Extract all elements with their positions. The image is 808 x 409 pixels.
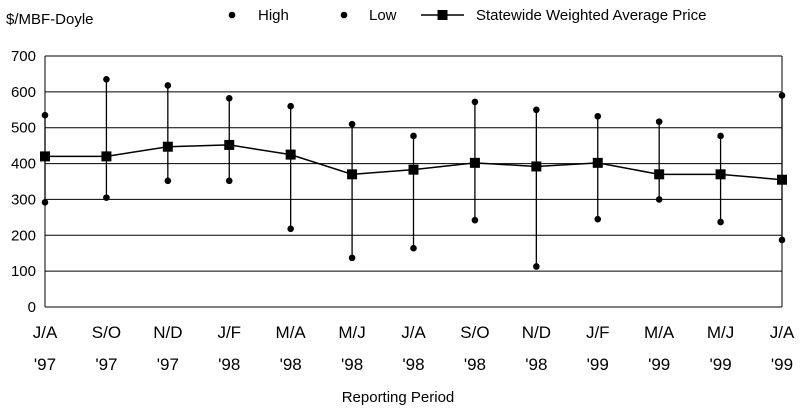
high-point-10	[655, 118, 663, 125]
legend-low-label: Low	[369, 7, 397, 24]
x-tick-label-2-period: N/D	[153, 323, 182, 342]
average-point-5	[347, 169, 358, 180]
high-point-11	[717, 132, 724, 140]
x-tick-label-7-period: S/O	[460, 323, 489, 342]
average-point-2	[162, 141, 173, 152]
low-point-10	[655, 196, 663, 203]
high-point-7	[471, 98, 479, 106]
high-point-4	[287, 102, 294, 110]
x-tick-label-10-period: M/A	[644, 323, 675, 342]
legend: High Low Statewide Weighted Average Price	[228, 7, 706, 24]
x-tick-label-11-period: M/J	[707, 323, 734, 342]
y-tick-500: 500	[11, 120, 36, 137]
average-series	[40, 139, 787, 185]
y-tick-400: 400	[11, 156, 36, 173]
x-tick-label-5-year: '98	[341, 355, 363, 374]
x-tick-label-8-year: '98	[525, 355, 547, 374]
legend-low-marker	[340, 11, 348, 19]
x-tick-label-11-year: '99	[710, 355, 732, 374]
x-tick-label-6-year: '98	[402, 355, 424, 374]
high-point-1	[103, 76, 110, 83]
x-tick-labels: J/A '97 S/O '97 N/D '97 J/F '98 M/A '98 M/J '98 J/A '…	[33, 323, 795, 374]
legend-average-marker	[437, 10, 448, 20]
y-tick-600: 600	[11, 84, 36, 101]
x-tick-label-12-year: '99	[771, 355, 793, 374]
y-tick-700: 700	[11, 48, 36, 65]
low-point-2	[164, 177, 172, 185]
average-point-1	[101, 151, 112, 162]
x-tick-label-3-period: J/F	[217, 323, 241, 342]
high-point-3	[225, 95, 233, 102]
low-point-0	[41, 198, 49, 206]
x-tick-label-4-year: '98	[280, 355, 302, 374]
x-tick-label-0-year: '97	[34, 355, 56, 374]
x-tick-label-3-year: '98	[218, 355, 240, 374]
average-point-10	[654, 169, 665, 180]
high-point-0	[41, 111, 49, 119]
high-point-9	[594, 112, 602, 120]
high-point-2	[164, 82, 172, 89]
average-point-7	[469, 157, 480, 168]
low-point-8	[533, 263, 540, 270]
average-point-6	[408, 164, 419, 175]
average-point-4	[285, 149, 296, 160]
high-point-5	[348, 120, 356, 128]
low-point-5	[348, 254, 356, 262]
legend-high-label: High	[258, 7, 289, 24]
low-point-11	[717, 218, 724, 226]
x-tick-label-8-period: N/D	[522, 323, 551, 342]
y-tick-0: 0	[28, 299, 36, 316]
average-point-12	[777, 174, 787, 185]
y-tick-100: 100	[11, 263, 36, 280]
low-point-12	[778, 236, 786, 244]
legend-average-label: Statewide Weighted Average Price	[476, 7, 706, 24]
y-tick-labels: 0 100 200 300 400 500 600 700	[11, 48, 36, 316]
x-tick-label-9-period: J/F	[586, 323, 610, 342]
y-axis-label: $/MBF-Doyle	[6, 11, 94, 28]
average-point-3	[224, 139, 235, 150]
x-tick-label-6-period: J/A	[401, 323, 426, 342]
x-tick-label-1-period: S/O	[92, 323, 121, 342]
low-point-7	[471, 216, 479, 224]
x-tick-label-7-year: '98	[464, 355, 486, 374]
legend-high-marker	[228, 11, 236, 19]
low-point-1	[103, 194, 110, 201]
x-tick-label-12-period: J/A	[770, 323, 795, 342]
low-point-9	[594, 215, 602, 223]
x-tick-label-2-year: '97	[157, 355, 179, 374]
x-tick-label-0-period: J/A	[33, 323, 58, 342]
x-tick-label-9-year: '99	[587, 355, 609, 374]
x-tick-label-4-period: M/A	[276, 323, 307, 342]
average-point-11	[715, 169, 726, 180]
low-point-4	[287, 225, 294, 233]
high-point-6	[410, 132, 417, 140]
average-point-0	[40, 151, 50, 162]
average-point-8	[531, 161, 542, 172]
y-tick-200: 200	[11, 227, 36, 244]
low-point-6	[410, 244, 417, 252]
x-tick-label-1-year: '97	[95, 355, 117, 374]
high-point-8	[533, 106, 540, 114]
x-tick-label-10-year: '99	[648, 355, 670, 374]
low-point-3	[225, 177, 233, 185]
x-axis-label: Reporting Period	[342, 389, 455, 406]
x-tick-label-5-period: M/J	[338, 323, 365, 342]
high-point-12	[778, 92, 786, 99]
y-tick-300: 300	[11, 191, 36, 208]
average-point-9	[592, 157, 603, 168]
